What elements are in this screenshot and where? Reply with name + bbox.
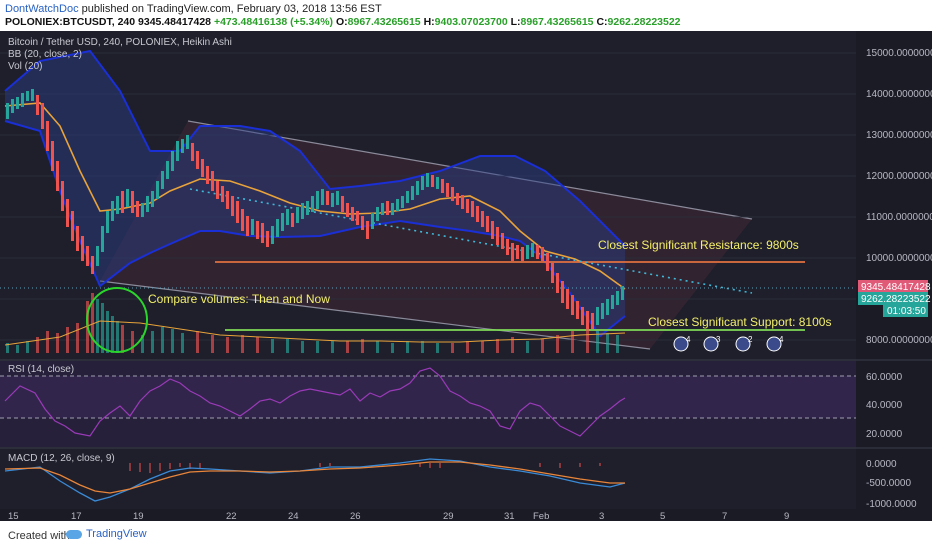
rsi-band xyxy=(0,376,856,418)
svg-text:12000.00000000: 12000.00000000 xyxy=(866,171,932,182)
bollinger-band-fill xyxy=(5,51,625,336)
last-price-tag xyxy=(858,280,928,293)
svg-text:3: 3 xyxy=(599,511,604,521)
svg-text:19: 19 xyxy=(133,511,144,521)
close-price-tag xyxy=(858,292,928,305)
last-price-tag-text: 9345.48417428 xyxy=(861,282,931,293)
event-badge-2[interactable]: 3 xyxy=(716,335,721,344)
event-badge-1[interactable]: 4 xyxy=(686,335,691,344)
svg-text:17: 17 xyxy=(71,511,82,521)
svg-text:22: 22 xyxy=(226,511,237,521)
svg-text:20.0000: 20.0000 xyxy=(866,429,903,440)
svg-text:31: 31 xyxy=(504,511,515,521)
svg-text:Feb: Feb xyxy=(533,511,549,521)
svg-text:15000.00000000: 15000.00000000 xyxy=(866,48,932,59)
svg-text:60.0000: 60.0000 xyxy=(866,372,903,383)
chart-svg[interactable]: Compare volumes: Then and Now Closest Si… xyxy=(0,31,932,522)
volume-ma-line xyxy=(4,320,626,346)
last-price: 9345.48417428 xyxy=(138,16,212,28)
candles-group xyxy=(6,89,624,329)
svg-text:24: 24 xyxy=(288,511,299,521)
event-badge-4[interactable]: 4 xyxy=(779,335,784,344)
price-axis-panel[interactable] xyxy=(856,31,932,521)
ohlc-line: POLONIEX:BTCUSDT, 240 9345.48417428 +473… xyxy=(5,16,681,28)
svg-text:0.0000: 0.0000 xyxy=(866,459,897,470)
svg-text:-1000.0000: -1000.0000 xyxy=(866,499,917,510)
svg-text:15: 15 xyxy=(8,511,19,521)
svg-text:7: 7 xyxy=(722,511,727,521)
svg-text:11000.00000000: 11000.00000000 xyxy=(866,212,932,223)
rsi-axis-labels: 60.0000 40.0000 20.0000 xyxy=(866,372,903,440)
tradingview-logo[interactable]: TradingView xyxy=(66,528,147,540)
close-price-tag-text: 9262.28223522 xyxy=(861,294,931,305)
vol-indicator-label[interactable]: Vol (20) xyxy=(8,61,42,72)
svg-text:-500.0000: -500.0000 xyxy=(866,478,911,489)
high-value: 9403.07023700 xyxy=(434,16,508,28)
svg-text:40.0000: 40.0000 xyxy=(866,400,903,411)
bb-indicator-label[interactable]: BB (20, close, 2) xyxy=(8,49,82,60)
low-label: L: xyxy=(510,16,521,28)
annotation-resistance: Closest Significant Resistance: 9800s xyxy=(598,238,799,252)
svg-text:9: 9 xyxy=(784,511,789,521)
rsi-label[interactable]: RSI (14, close) xyxy=(8,364,74,375)
volume-highlight-circle xyxy=(86,287,148,353)
open-label: O: xyxy=(335,16,348,28)
time-axis[interactable] xyxy=(0,509,932,521)
svg-text:26: 26 xyxy=(350,511,361,521)
author-link[interactable]: DontWatchDoc xyxy=(5,3,79,15)
close-label: C: xyxy=(596,16,608,28)
macd-histogram xyxy=(129,463,601,473)
low-value: 8967.43265615 xyxy=(520,16,594,28)
svg-text:14000.00000000: 14000.00000000 xyxy=(866,89,932,100)
tradingview-cloud-icon xyxy=(66,529,82,539)
high-label: H: xyxy=(423,16,435,28)
macd-axis-labels: 0.0000 -500.0000 -1000.0000 xyxy=(866,459,917,510)
bb-basis-line xyxy=(4,102,626,290)
price-change: +473.48416138 (+5.34%) xyxy=(213,16,334,28)
macd-pane[interactable] xyxy=(0,449,856,509)
macd-label[interactable]: MACD (12, 26, close, 9) xyxy=(8,453,115,464)
chart-area[interactable]: Compare volumes: Then and Now Closest Si… xyxy=(0,31,932,522)
timer-tag xyxy=(883,304,928,317)
footer: Created with TradingView xyxy=(0,521,932,550)
svg-text:5: 5 xyxy=(660,511,665,521)
svg-text:13000.00000000: 13000.00000000 xyxy=(866,130,932,141)
macd-line xyxy=(4,458,626,502)
macd-signal-line xyxy=(4,461,625,494)
published-text: published on TradingView.com, February 0… xyxy=(81,3,382,15)
ticker-label: POLONIEX:BTCUSDT, 240 xyxy=(5,16,136,28)
annotation-compare: Compare volumes: Then and Now xyxy=(148,292,330,306)
timer-tag-text: 01:03:50 xyxy=(887,306,926,317)
svg-text:8000.00000000: 8000.00000000 xyxy=(866,335,932,346)
svg-text:29: 29 xyxy=(443,511,454,521)
event-badge-3[interactable]: 2 xyxy=(748,335,753,344)
event-badges[interactable]: 4 3 2 4 xyxy=(673,335,784,352)
close-value: 9262.28223522 xyxy=(607,16,681,28)
tradingview-brand: TradingView xyxy=(86,528,147,540)
price-axis-labels: 15000.00000000 14000.00000000 13000.0000… xyxy=(866,48,932,346)
channel-upper-line xyxy=(187,120,753,220)
open-value: 8967.43265615 xyxy=(347,16,421,28)
created-with-text: Created with xyxy=(8,530,70,542)
publish-line: DontWatchDoc published on TradingView.co… xyxy=(5,3,382,15)
rsi-line xyxy=(4,367,626,437)
publish-header: DontWatchDoc published on TradingView.co… xyxy=(0,0,932,30)
time-axis-labels: 15 17 19 22 24 26 29 31 Feb 3 5 7 9 xyxy=(8,511,789,522)
down-channel-shading xyxy=(100,121,752,349)
annotation-support: Closest Significant Support: 8100s xyxy=(648,315,831,329)
bb-upper-band xyxy=(4,49,626,247)
svg-text:10000.00000000: 10000.00000000 xyxy=(866,253,932,264)
symbol-title: Bitcoin / Tether USD, 240, POLONIEX, Hei… xyxy=(8,37,232,48)
volume-bars xyxy=(6,293,619,353)
